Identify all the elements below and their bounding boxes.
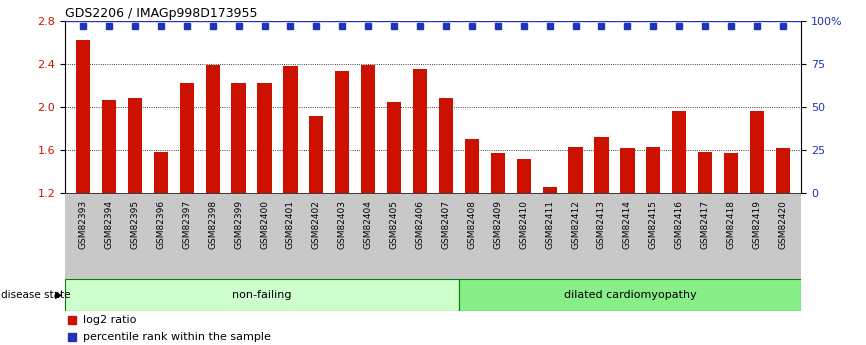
- Text: disease state: disease state: [1, 290, 70, 300]
- Text: GSM82396: GSM82396: [157, 200, 165, 249]
- Text: GSM82417: GSM82417: [701, 200, 709, 249]
- Text: GSM82414: GSM82414: [623, 200, 632, 249]
- Text: GSM82394: GSM82394: [105, 200, 113, 249]
- Text: log2 ratio: log2 ratio: [83, 315, 137, 325]
- Text: percentile rank within the sample: percentile rank within the sample: [83, 333, 271, 342]
- Text: GSM82418: GSM82418: [727, 200, 735, 249]
- Bar: [283, 66, 298, 193]
- Bar: [568, 147, 583, 193]
- Bar: [646, 147, 661, 193]
- Text: GSM82413: GSM82413: [597, 200, 606, 249]
- Text: GSM82419: GSM82419: [753, 200, 761, 249]
- Bar: [724, 153, 738, 193]
- Text: GSM82402: GSM82402: [312, 200, 321, 249]
- Bar: [776, 148, 790, 193]
- Text: GSM82412: GSM82412: [571, 200, 580, 249]
- Text: GDS2206 / IMAGp998D173955: GDS2206 / IMAGp998D173955: [65, 7, 257, 20]
- Bar: [672, 111, 687, 193]
- Bar: [205, 65, 220, 193]
- Bar: [439, 98, 453, 193]
- Bar: [517, 159, 531, 193]
- FancyBboxPatch shape: [65, 279, 459, 311]
- Text: GSM82405: GSM82405: [390, 200, 398, 249]
- Text: GSM82404: GSM82404: [364, 200, 372, 249]
- Bar: [309, 116, 324, 193]
- Text: GSM82399: GSM82399: [234, 200, 243, 249]
- Text: GSM82407: GSM82407: [442, 200, 450, 249]
- Bar: [594, 137, 609, 193]
- Bar: [231, 83, 246, 193]
- Text: GSM82400: GSM82400: [260, 200, 269, 249]
- Bar: [750, 111, 764, 193]
- Bar: [76, 40, 90, 193]
- Text: GSM82403: GSM82403: [338, 200, 346, 249]
- Text: GSM82398: GSM82398: [208, 200, 217, 249]
- Bar: [413, 69, 427, 193]
- Bar: [361, 65, 375, 193]
- Bar: [335, 71, 349, 193]
- Bar: [542, 187, 557, 193]
- Text: GSM82410: GSM82410: [520, 200, 528, 249]
- Text: GSM82395: GSM82395: [131, 200, 139, 249]
- Bar: [387, 101, 401, 193]
- Text: ▶: ▶: [55, 290, 62, 300]
- Bar: [491, 153, 505, 193]
- Text: GSM82416: GSM82416: [675, 200, 684, 249]
- Bar: [128, 98, 142, 193]
- Bar: [257, 83, 272, 193]
- Text: GSM82408: GSM82408: [468, 200, 476, 249]
- Text: GSM82411: GSM82411: [545, 200, 554, 249]
- Text: dilated cardiomyopathy: dilated cardiomyopathy: [564, 290, 696, 300]
- Bar: [179, 83, 194, 193]
- Bar: [620, 148, 635, 193]
- Bar: [102, 100, 116, 193]
- Text: GSM82420: GSM82420: [779, 200, 787, 249]
- Text: GSM82409: GSM82409: [494, 200, 502, 249]
- Text: GSM82406: GSM82406: [416, 200, 424, 249]
- Text: GSM82397: GSM82397: [182, 200, 191, 249]
- Bar: [465, 139, 479, 193]
- Text: GSM82401: GSM82401: [286, 200, 295, 249]
- Text: GSM82393: GSM82393: [79, 200, 87, 249]
- Text: GSM82415: GSM82415: [649, 200, 658, 249]
- FancyBboxPatch shape: [459, 279, 801, 311]
- Text: non-failing: non-failing: [232, 290, 292, 300]
- Bar: [154, 152, 168, 193]
- Bar: [698, 152, 712, 193]
